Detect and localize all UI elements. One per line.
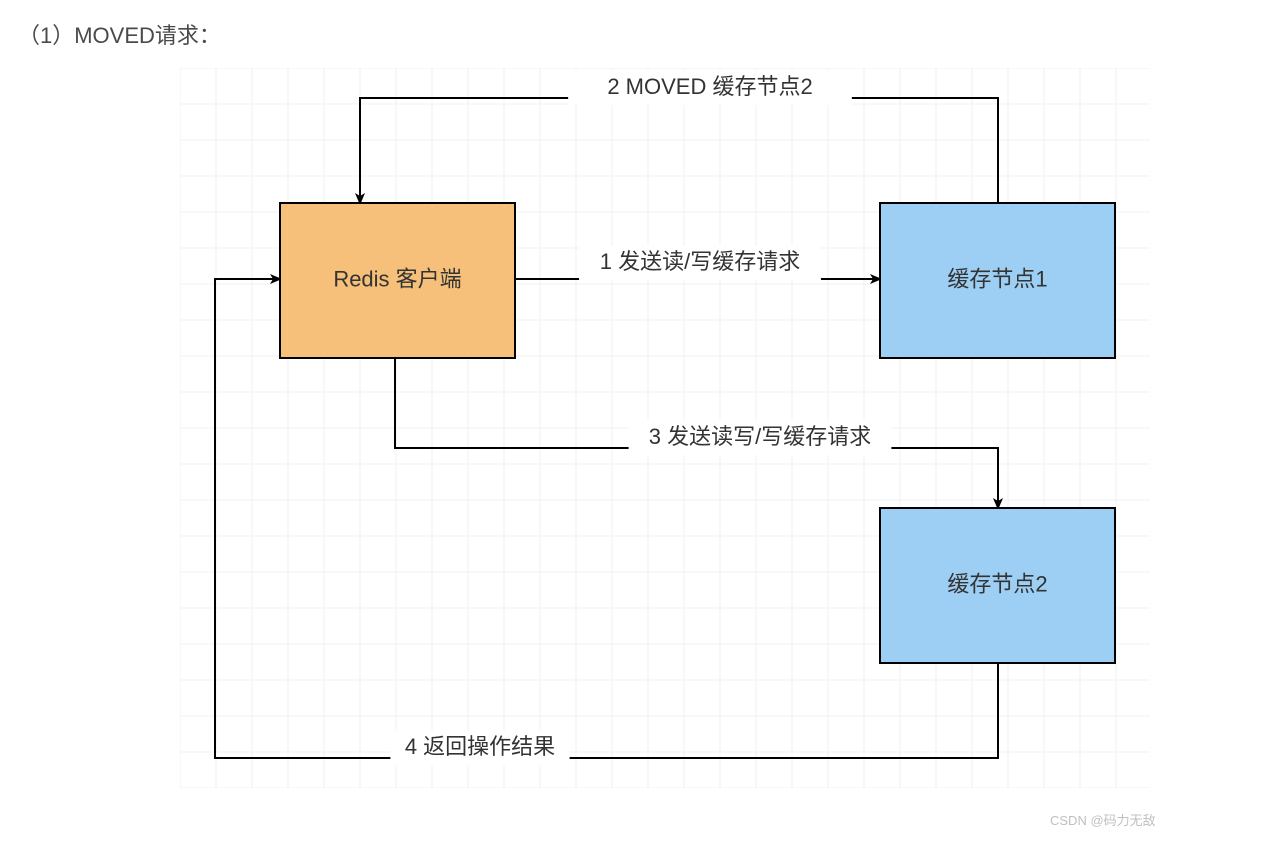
edge-label-e4: 4 返回操作结果: [405, 734, 555, 759]
edge-label-e2: 2 MOVED 缓存节点2: [607, 74, 812, 99]
diagram-container: Redis 客户端 缓存节点1 缓存节点2 1 发送读/写缓存请求 2 MOVED 缓存…: [180, 68, 1150, 793]
node-label-node1: 缓存节点1: [947, 266, 1047, 291]
watermark-text: CSDN @码力无敌: [1050, 810, 1156, 829]
node-label-node2: 缓存节点2: [947, 571, 1047, 596]
edge-label-e3: 3 发送读写/写缓存请求: [649, 424, 871, 449]
node-label-client: Redis 客户端: [333, 266, 461, 291]
edge-label-e1: 1 发送读/写缓存请求: [600, 249, 800, 274]
flowchart-svg: Redis 客户端 缓存节点1 缓存节点2 1 发送读/写缓存请求 2 MOVED 缓存…: [180, 68, 1150, 788]
page-title: （1）MOVED请求：: [18, 18, 1273, 50]
